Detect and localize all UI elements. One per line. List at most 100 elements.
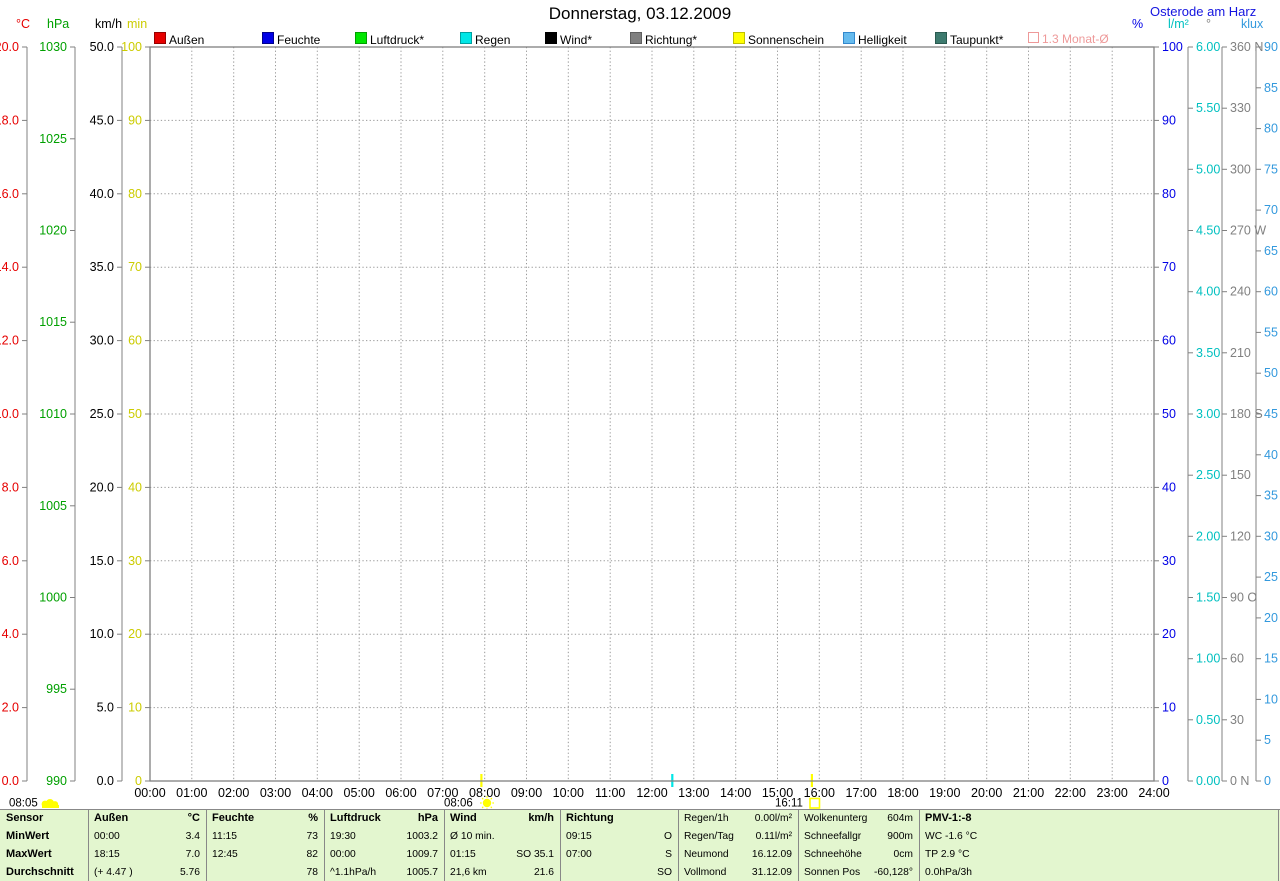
svg-text:80: 80 bbox=[1264, 122, 1278, 136]
svg-text:5.50: 5.50 bbox=[1196, 101, 1220, 115]
svg-text:1000: 1000 bbox=[39, 591, 67, 605]
svg-text:00:00: 00:00 bbox=[134, 786, 165, 800]
svg-text:3.00: 3.00 bbox=[1196, 407, 1220, 421]
svg-text:60: 60 bbox=[1162, 334, 1176, 348]
svg-text:10: 10 bbox=[1264, 692, 1278, 706]
svg-text:100: 100 bbox=[121, 40, 142, 54]
svg-text:330: 330 bbox=[1230, 101, 1251, 115]
svg-text:16:11: 16:11 bbox=[775, 798, 803, 810]
svg-text:85: 85 bbox=[1264, 81, 1278, 95]
svg-text:10.0: 10.0 bbox=[0, 407, 19, 421]
svg-text:15.0: 15.0 bbox=[90, 554, 114, 568]
svg-text:90 O: 90 O bbox=[1230, 591, 1257, 605]
svg-text:240: 240 bbox=[1230, 285, 1251, 299]
svg-text:20.0: 20.0 bbox=[90, 480, 114, 494]
svg-text:35: 35 bbox=[1264, 489, 1278, 503]
svg-text:995: 995 bbox=[46, 682, 67, 696]
svg-text:1025: 1025 bbox=[39, 132, 67, 146]
svg-text:50.0: 50.0 bbox=[90, 40, 114, 54]
svg-text:300: 300 bbox=[1230, 162, 1251, 176]
svg-text:15: 15 bbox=[1264, 652, 1278, 666]
svg-text:6.0: 6.0 bbox=[2, 554, 19, 568]
svg-text:4.50: 4.50 bbox=[1196, 224, 1220, 238]
svg-text:45: 45 bbox=[1264, 407, 1278, 421]
svg-text:25.0: 25.0 bbox=[90, 407, 114, 421]
svg-text:08:06: 08:06 bbox=[444, 798, 473, 810]
svg-text:100: 100 bbox=[1162, 40, 1183, 54]
svg-text:2.50: 2.50 bbox=[1196, 468, 1220, 482]
svg-text:04:00: 04:00 bbox=[302, 786, 333, 800]
svg-text:1010: 1010 bbox=[39, 407, 67, 421]
svg-text:4.0: 4.0 bbox=[2, 627, 19, 641]
svg-text:25: 25 bbox=[1264, 570, 1278, 584]
svg-text:60: 60 bbox=[128, 334, 142, 348]
svg-text:1015: 1015 bbox=[39, 315, 67, 329]
svg-text:05:00: 05:00 bbox=[344, 786, 375, 800]
svg-text:6.00: 6.00 bbox=[1196, 40, 1220, 54]
svg-text:0.00: 0.00 bbox=[1196, 774, 1220, 788]
svg-text:65: 65 bbox=[1264, 244, 1278, 258]
svg-text:5.0: 5.0 bbox=[97, 701, 114, 715]
svg-text:17:00: 17:00 bbox=[846, 786, 877, 800]
svg-text:30.0: 30.0 bbox=[90, 334, 114, 348]
svg-text:120: 120 bbox=[1230, 529, 1251, 543]
svg-text:40: 40 bbox=[128, 480, 142, 494]
svg-text:0: 0 bbox=[1264, 774, 1271, 788]
svg-text:1.50: 1.50 bbox=[1196, 591, 1220, 605]
svg-text:10:00: 10:00 bbox=[553, 786, 584, 800]
svg-text:90: 90 bbox=[1264, 40, 1278, 54]
svg-text:50: 50 bbox=[1162, 407, 1176, 421]
svg-text:23:00: 23:00 bbox=[1097, 786, 1128, 800]
svg-text:30: 30 bbox=[128, 554, 142, 568]
svg-text:30: 30 bbox=[1162, 554, 1176, 568]
svg-text:18.0: 18.0 bbox=[0, 113, 19, 127]
svg-text:270 W: 270 W bbox=[1230, 224, 1266, 238]
svg-text:14.0: 14.0 bbox=[0, 260, 19, 274]
svg-text:20:00: 20:00 bbox=[971, 786, 1002, 800]
svg-text:60: 60 bbox=[1230, 652, 1244, 666]
svg-text:20: 20 bbox=[1162, 627, 1176, 641]
svg-text:08:00: 08:00 bbox=[469, 786, 500, 800]
svg-text:50: 50 bbox=[128, 407, 142, 421]
svg-text:18:00: 18:00 bbox=[887, 786, 918, 800]
svg-text:01:00: 01:00 bbox=[176, 786, 207, 800]
svg-text:10.0: 10.0 bbox=[90, 627, 114, 641]
svg-text:11:00: 11:00 bbox=[595, 786, 625, 800]
svg-text:4.00: 4.00 bbox=[1196, 285, 1220, 299]
svg-text:30: 30 bbox=[1264, 529, 1278, 543]
svg-text:45.0: 45.0 bbox=[90, 113, 114, 127]
svg-text:2.00: 2.00 bbox=[1196, 529, 1220, 543]
svg-text:55: 55 bbox=[1264, 325, 1278, 339]
svg-text:80: 80 bbox=[1162, 187, 1176, 201]
svg-text:40: 40 bbox=[1162, 480, 1176, 494]
svg-text:40: 40 bbox=[1264, 448, 1278, 462]
svg-text:06:00: 06:00 bbox=[385, 786, 416, 800]
svg-text:13:00: 13:00 bbox=[678, 786, 709, 800]
svg-text:3.50: 3.50 bbox=[1196, 346, 1220, 360]
svg-text:1030: 1030 bbox=[39, 40, 67, 54]
svg-text:12:00: 12:00 bbox=[636, 786, 667, 800]
svg-text:16.0: 16.0 bbox=[0, 187, 19, 201]
svg-text:19:00: 19:00 bbox=[929, 786, 960, 800]
svg-text:150: 150 bbox=[1230, 468, 1251, 482]
svg-text:5.00: 5.00 bbox=[1196, 162, 1220, 176]
svg-text:35.0: 35.0 bbox=[90, 260, 114, 274]
svg-text:990: 990 bbox=[46, 774, 67, 788]
svg-text:30: 30 bbox=[1230, 713, 1244, 727]
svg-text:70: 70 bbox=[1162, 260, 1176, 274]
svg-text:20.0: 20.0 bbox=[0, 40, 19, 54]
svg-text:90: 90 bbox=[128, 113, 142, 127]
svg-text:21:00: 21:00 bbox=[1013, 786, 1044, 800]
svg-text:1020: 1020 bbox=[39, 224, 67, 238]
svg-text:10: 10 bbox=[1162, 701, 1176, 715]
svg-text:12.0: 12.0 bbox=[0, 334, 19, 348]
svg-text:90: 90 bbox=[1162, 113, 1176, 127]
svg-text:8.0: 8.0 bbox=[2, 480, 19, 494]
svg-text:0.50: 0.50 bbox=[1196, 713, 1220, 727]
svg-text:20: 20 bbox=[128, 627, 142, 641]
svg-text:03:00: 03:00 bbox=[260, 786, 291, 800]
svg-text:10: 10 bbox=[128, 701, 142, 715]
svg-text:40.0: 40.0 bbox=[90, 187, 114, 201]
svg-text:210: 210 bbox=[1230, 346, 1251, 360]
svg-text:14:00: 14:00 bbox=[720, 786, 751, 800]
